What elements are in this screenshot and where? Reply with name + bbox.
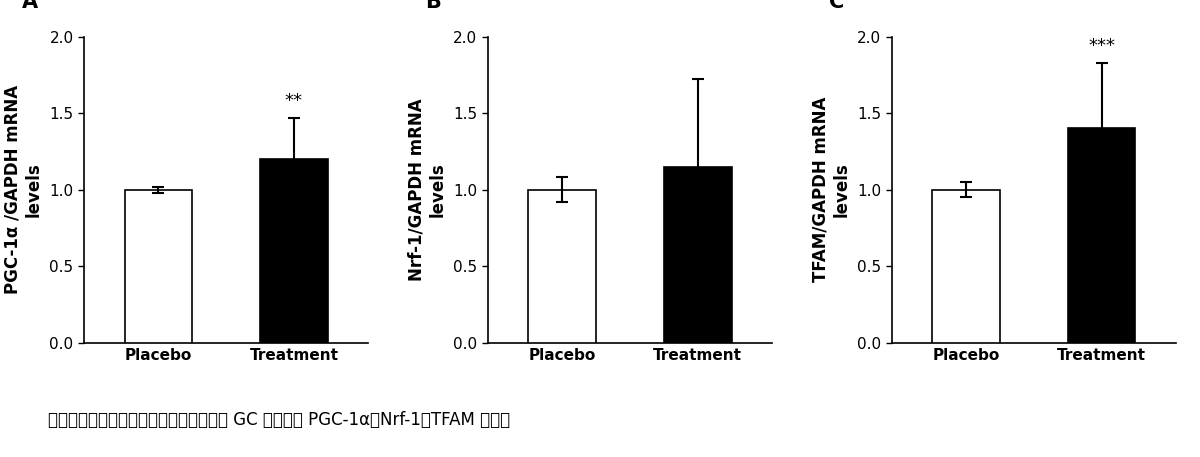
- Bar: [664, 167, 732, 343]
- Text: ***: ***: [1088, 37, 1115, 55]
- Bar: [125, 190, 192, 343]
- Bar: [260, 159, 328, 343]
- Text: A: A: [22, 0, 37, 12]
- Text: B: B: [425, 0, 442, 12]
- Y-axis label: TFAM/GAPDH mRNA
levels: TFAM/GAPDH mRNA levels: [811, 97, 850, 282]
- Text: C: C: [829, 0, 845, 12]
- Bar: [1068, 128, 1135, 343]
- Y-axis label: PGC-1α /GAPDH mRNA
levels: PGC-1α /GAPDH mRNA levels: [4, 85, 42, 294]
- Text: **: **: [284, 92, 302, 110]
- Y-axis label: Nrf-1/GAPDH mRNA
levels: Nrf-1/GAPDH mRNA levels: [408, 98, 446, 281]
- Text: 図．レスベラトロール群とプラセボ群の GC における PGC-1α、Nrf-1、TFAM の発現: 図．レスベラトロール群とプラセボ群の GC における PGC-1α、Nrf-1、…: [48, 411, 510, 429]
- Bar: [528, 190, 596, 343]
- Bar: [932, 190, 1000, 343]
